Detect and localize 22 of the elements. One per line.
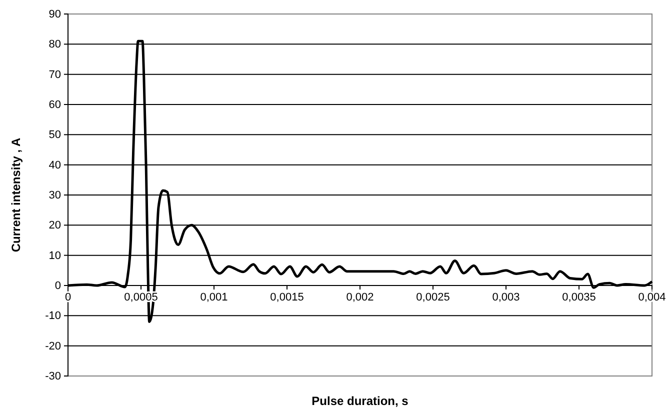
y-tick-label: -10 <box>45 310 61 322</box>
y-axis-title: Current intensity , A <box>9 138 23 252</box>
y-tick-label: 50 <box>48 129 61 142</box>
y-tick-label: 10 <box>48 250 61 262</box>
x-tick-label: 0,002 <box>346 291 374 304</box>
x-tick-label: 0,0015 <box>270 291 304 304</box>
y-tick-label: 90 <box>48 8 61 21</box>
y-tick-label: 60 <box>48 99 61 112</box>
y-tick-label: -30 <box>45 370 61 383</box>
y-tick-label: -20 <box>45 340 61 352</box>
y-tick-label: 70 <box>48 68 61 81</box>
y-tick-label: 80 <box>48 38 61 51</box>
y-tick-label: 20 <box>48 220 61 232</box>
x-axis-title: Pulse duration, s <box>312 394 409 408</box>
x-tick-label: 0,0035 <box>562 291 596 304</box>
y-tick-label: 40 <box>48 159 61 172</box>
x-tick-label: 0,0025 <box>416 291 450 304</box>
x-tick-label: 0,003 <box>492 291 520 304</box>
y-tick-label: 30 <box>48 190 61 202</box>
x-tick-label: 0,001 <box>200 291 228 304</box>
y-tick-label: 0 <box>54 280 61 292</box>
x-tick-label: 0,004 <box>638 291 666 304</box>
